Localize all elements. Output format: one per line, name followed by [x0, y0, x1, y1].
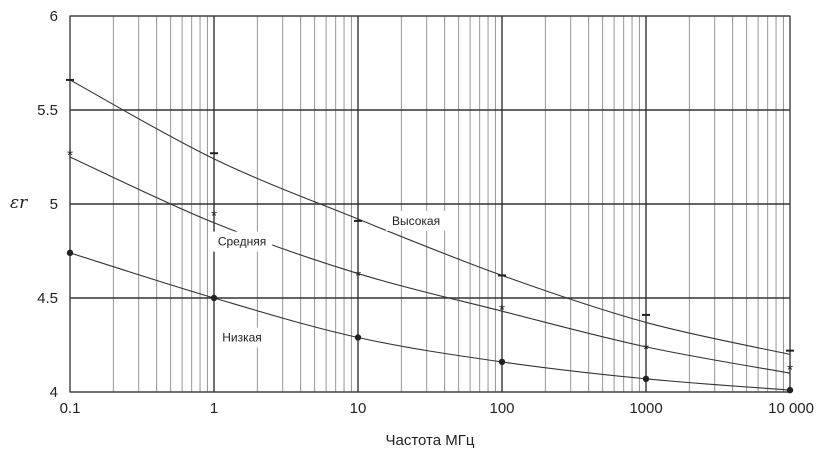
series-label-bg [385, 210, 447, 231]
x-tick-label: 1 [210, 400, 218, 417]
markers: * * * * * * [66, 78, 794, 394]
x-axis-title: Частота МГц [386, 432, 475, 449]
data-point-star: * [643, 341, 649, 358]
x-tick-label: 0.1 [60, 400, 81, 417]
plot-frame [69, 15, 791, 393]
y-tick-label: 5.5 [37, 102, 58, 119]
curves [69, 79, 791, 391]
data-point-star: * [211, 207, 217, 224]
data-point-star: * [787, 362, 793, 379]
series-label-bg [211, 231, 273, 252]
data-point-star: * [355, 268, 361, 285]
data-point-dot [210, 294, 218, 302]
x-tick-label: 10 [350, 400, 367, 417]
series-labels: Высокая Средняя Низкая [211, 210, 447, 348]
series-label-bg [215, 327, 269, 348]
series-label: Средняя [218, 235, 266, 249]
data-point-dot [786, 386, 794, 394]
x-tick-label: 100 [489, 400, 514, 417]
series-label: Высокая [392, 214, 440, 228]
series-line [69, 252, 791, 391]
grid [69, 15, 791, 393]
y-axis-title: εr [10, 193, 28, 213]
y-tick-label: 4.5 [37, 290, 58, 307]
series-label: Низкая [222, 330, 262, 344]
data-point-dot [66, 249, 74, 257]
y-tick-labels: 4 4.5 5 5.5 6 [37, 8, 58, 401]
series-line [69, 156, 791, 374]
data-point-star: * [67, 147, 73, 164]
data-point-dot [642, 375, 650, 383]
y-tick-label: 6 [50, 8, 58, 25]
y-tick-label: 4 [50, 384, 58, 401]
y-tick-label: 5 [50, 196, 58, 213]
x-tick-label: 10 000 [768, 400, 814, 417]
data-point-star: * [499, 301, 505, 318]
data-point-dot [354, 334, 362, 341]
data-point-dot [498, 358, 506, 366]
series-line [69, 79, 791, 355]
x-tick-label: 1000 [629, 400, 662, 417]
x-tick-labels: 0.1 1 10 100 1000 10 000 [60, 400, 814, 417]
